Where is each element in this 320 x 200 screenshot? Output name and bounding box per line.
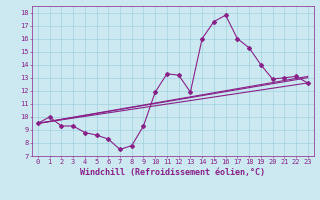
X-axis label: Windchill (Refroidissement éolien,°C): Windchill (Refroidissement éolien,°C) [80, 168, 265, 177]
